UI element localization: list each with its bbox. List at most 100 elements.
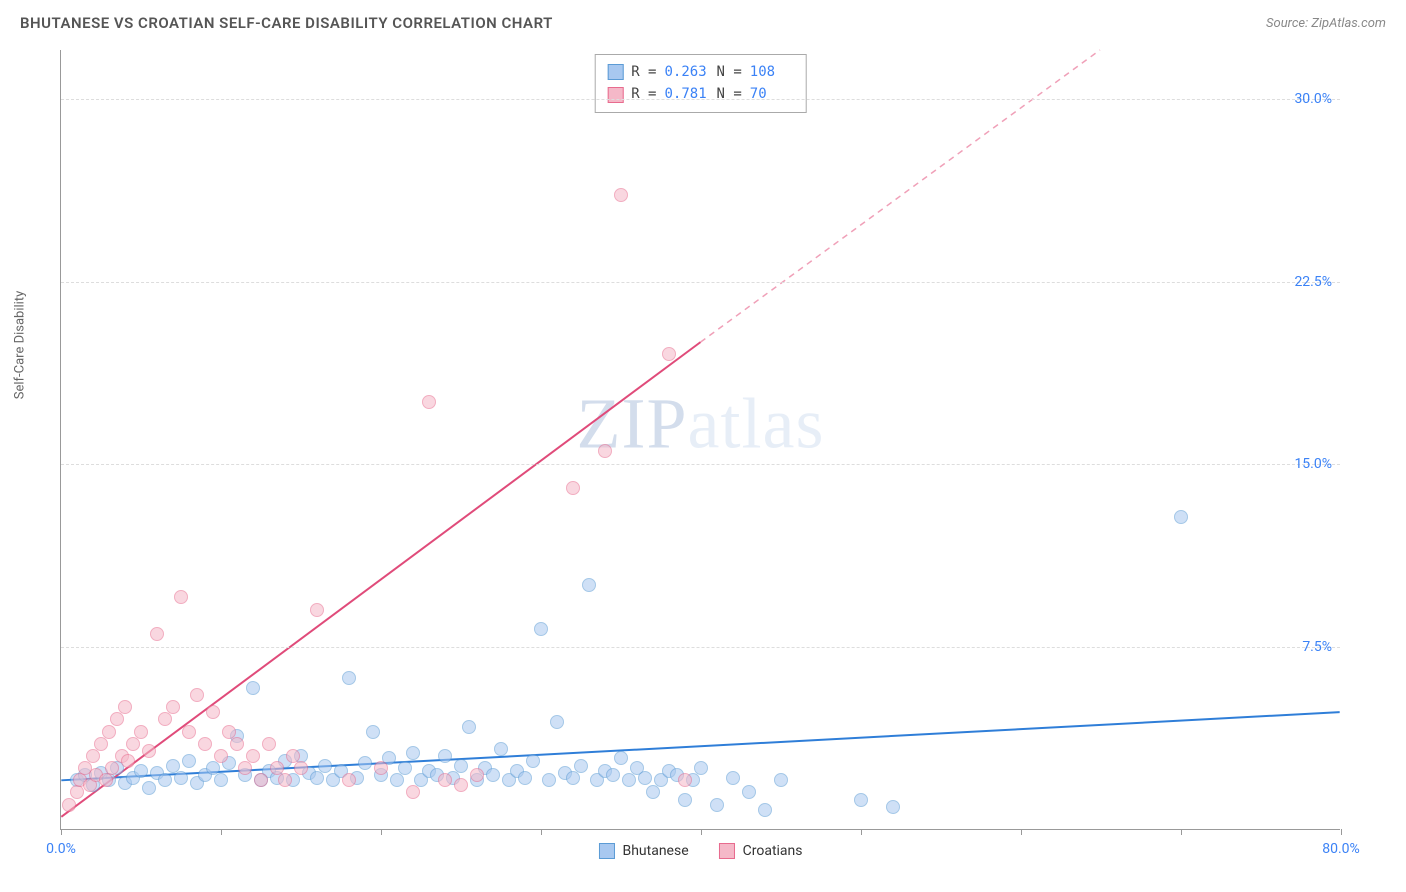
scatter-marker bbox=[102, 725, 116, 739]
n-value-croatians: 70 bbox=[750, 83, 794, 105]
scatter-marker bbox=[214, 773, 228, 787]
legend-label: Bhutanese bbox=[622, 843, 688, 859]
scatter-marker bbox=[566, 481, 580, 495]
scatter-marker bbox=[406, 746, 420, 760]
legend: Bhutanese Croatians bbox=[598, 843, 802, 859]
scatter-marker bbox=[310, 771, 324, 785]
legend-label: Croatians bbox=[743, 843, 803, 859]
legend-item-bhutanese: Bhutanese bbox=[598, 843, 688, 859]
r-label: R = bbox=[631, 61, 656, 83]
scatter-marker bbox=[246, 681, 260, 695]
legend-swatch-bhutanese bbox=[598, 843, 614, 859]
source-label: Source: ZipAtlas.com bbox=[1266, 16, 1386, 31]
watermark-bold: ZIP bbox=[577, 383, 688, 463]
x-tick bbox=[221, 829, 222, 835]
scatter-marker bbox=[646, 785, 660, 799]
scatter-marker bbox=[206, 705, 220, 719]
scatter-marker bbox=[278, 773, 292, 787]
scatter-marker bbox=[254, 773, 268, 787]
scatter-marker bbox=[678, 793, 692, 807]
stats-row-bhutanese: R = 0.263 N = 108 bbox=[607, 61, 794, 83]
scatter-marker bbox=[121, 754, 135, 768]
scatter-marker bbox=[390, 773, 404, 787]
scatter-marker bbox=[742, 785, 756, 799]
scatter-marker bbox=[638, 771, 652, 785]
scatter-marker bbox=[246, 749, 260, 763]
scatter-marker bbox=[190, 688, 204, 702]
scatter-marker bbox=[318, 759, 332, 773]
scatter-marker bbox=[614, 188, 628, 202]
scatter-marker bbox=[158, 712, 172, 726]
scatter-marker bbox=[358, 756, 372, 770]
watermark-light: atlas bbox=[688, 383, 825, 463]
scatter-marker bbox=[662, 347, 676, 361]
scatter-marker bbox=[526, 754, 540, 768]
scatter-marker bbox=[86, 749, 100, 763]
x-tick bbox=[1181, 829, 1182, 835]
scatter-marker bbox=[70, 785, 84, 799]
scatter-marker bbox=[142, 744, 156, 758]
scatter-marker bbox=[614, 751, 628, 765]
r-value-croatians: 0.781 bbox=[665, 83, 709, 105]
legend-swatch-croatians bbox=[719, 843, 735, 859]
trendlines-svg bbox=[61, 50, 1340, 829]
stats-row-croatians: R = 0.781 N = 70 bbox=[607, 83, 794, 105]
n-label: N = bbox=[717, 83, 742, 105]
scatter-marker bbox=[694, 761, 708, 775]
scatter-marker bbox=[622, 773, 636, 787]
scatter-marker bbox=[374, 761, 388, 775]
r-label: R = bbox=[631, 83, 656, 105]
scatter-marker bbox=[174, 590, 188, 604]
scatter-marker bbox=[582, 578, 596, 592]
scatter-marker bbox=[294, 761, 308, 775]
scatter-marker bbox=[142, 781, 156, 795]
watermark: ZIPatlas bbox=[577, 382, 825, 465]
scatter-marker bbox=[598, 444, 612, 458]
y-tick-label: 15.0% bbox=[1294, 456, 1332, 472]
scatter-marker bbox=[99, 773, 113, 787]
scatter-marker bbox=[198, 737, 212, 751]
n-label: N = bbox=[717, 61, 742, 83]
chart-header: BHUTANESE VS CROATIAN SELF-CARE DISABILI… bbox=[10, 10, 1396, 40]
scatter-marker bbox=[166, 700, 180, 714]
scatter-marker bbox=[398, 761, 412, 775]
swatch-croatians bbox=[607, 87, 623, 103]
scatter-marker bbox=[105, 761, 119, 775]
gridline-h bbox=[61, 647, 1340, 648]
swatch-bhutanese bbox=[607, 64, 623, 80]
y-tick-label: 30.0% bbox=[1294, 91, 1332, 107]
scatter-marker bbox=[238, 761, 252, 775]
scatter-marker bbox=[462, 720, 476, 734]
r-value-bhutanese: 0.263 bbox=[665, 61, 709, 83]
x-tick bbox=[861, 829, 862, 835]
x-tick bbox=[541, 829, 542, 835]
scatter-marker bbox=[110, 712, 124, 726]
scatter-marker bbox=[454, 778, 468, 792]
scatter-marker bbox=[134, 764, 148, 778]
scatter-marker bbox=[182, 725, 196, 739]
scatter-marker bbox=[726, 771, 740, 785]
scatter-marker bbox=[422, 395, 436, 409]
x-tick bbox=[1341, 829, 1342, 835]
scatter-marker bbox=[406, 785, 420, 799]
scatter-marker bbox=[262, 737, 276, 751]
x-tick bbox=[61, 829, 62, 835]
scatter-marker bbox=[94, 737, 108, 751]
scatter-marker bbox=[118, 700, 132, 714]
scatter-marker bbox=[470, 768, 484, 782]
scatter-marker bbox=[134, 725, 148, 739]
scatter-marker bbox=[534, 622, 548, 636]
y-axis-label: Self-Care Disability bbox=[13, 291, 28, 399]
scatter-marker bbox=[310, 603, 324, 617]
scatter-marker bbox=[886, 800, 900, 814]
scatter-marker bbox=[454, 759, 468, 773]
scatter-marker bbox=[126, 737, 140, 751]
scatter-marker bbox=[494, 742, 508, 756]
scatter-marker bbox=[182, 754, 196, 768]
gridline-h bbox=[61, 282, 1340, 283]
scatter-marker bbox=[854, 793, 868, 807]
x-tick bbox=[1021, 829, 1022, 835]
x-tick bbox=[381, 829, 382, 835]
scatter-marker bbox=[214, 749, 228, 763]
scatter-marker bbox=[606, 768, 620, 782]
